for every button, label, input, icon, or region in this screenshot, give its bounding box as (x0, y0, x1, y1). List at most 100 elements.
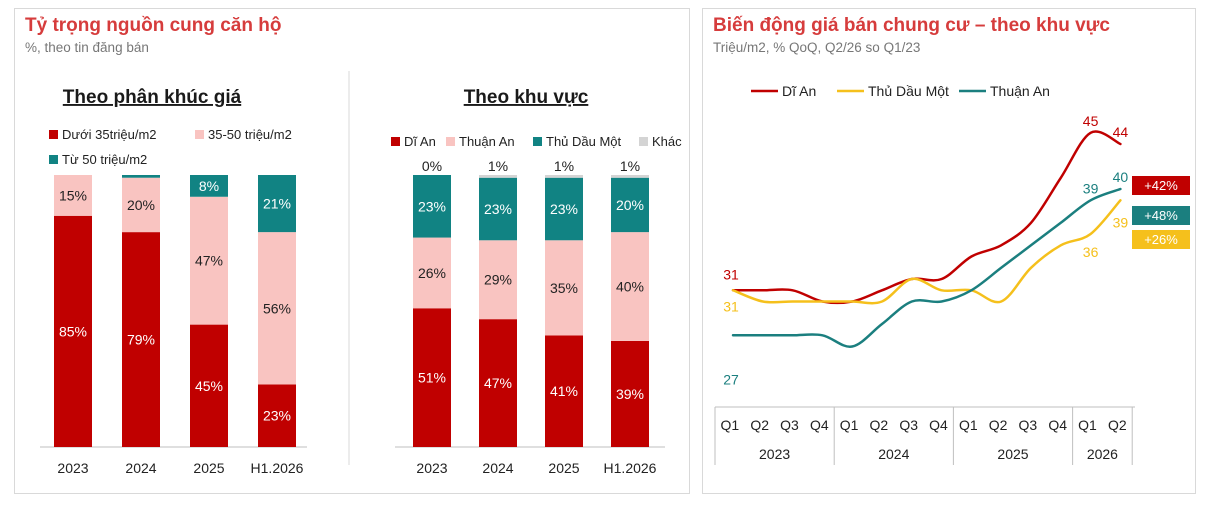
bar-segment (258, 175, 296, 233)
end-value-label: 44 (1113, 124, 1129, 140)
legend-swatch (533, 137, 542, 146)
bar-segment (413, 175, 451, 238)
quarter-tick-label: Q4 (1048, 417, 1067, 433)
bar-data-label: 23% (484, 201, 512, 217)
bar-data-label: 23% (263, 408, 291, 424)
end-value-label: 39 (1083, 180, 1099, 196)
quarter-tick-label: Q4 (810, 417, 829, 433)
quarter-tick-label: Q2 (750, 417, 769, 433)
bar-data-label: 0% (422, 158, 442, 174)
bar-data-label: 40% (616, 279, 644, 295)
change-badge-label: +26% (1144, 232, 1178, 247)
end-value-label: 36 (1083, 244, 1099, 260)
bar-segment (190, 324, 228, 447)
quarter-tick-label: Q1 (959, 417, 978, 433)
bar-data-label: 47% (195, 253, 223, 269)
bar-segment (54, 215, 92, 447)
change-badge-label: +48% (1144, 208, 1178, 223)
x-tick-label: H1.2026 (251, 460, 304, 476)
legend-swatch (195, 130, 204, 139)
year-tick-label: 2023 (759, 446, 790, 462)
bar-segment (413, 308, 451, 447)
quarter-tick-label: Q2 (1108, 417, 1127, 433)
supply-share-title: Tỷ trọng nguồn cung căn hộ (25, 15, 282, 36)
bar-data-label: 26% (418, 265, 446, 281)
bar-data-label: 1% (488, 158, 508, 174)
quarter-tick-label: Q3 (1019, 417, 1038, 433)
bar-data-label: 8% (199, 178, 219, 194)
price-trend-chart: Dĩ An Thủ Dầu Một Thuận An 31 31 27 45 44 36 39 39… (714, 83, 1190, 465)
start-value-label: 31 (723, 266, 739, 282)
bar-data-label: 20% (127, 197, 155, 213)
bar-data-label: 29% (484, 272, 512, 288)
bar-data-label: 39% (616, 386, 644, 402)
legend-label: Dĩ An (782, 83, 816, 99)
price-trend-panel: Biến động giá bán chung cư – theo khu vự… (702, 8, 1196, 494)
supply-share-panel: Tỷ trọng nguồn cung căn hộ %, theo tin đ… (14, 8, 690, 494)
quarter-tick-label: Q1 (840, 417, 859, 433)
quarter-tick-label: Q4 (929, 417, 948, 433)
end-value-label: 45 (1083, 113, 1099, 129)
bar-segment (545, 240, 583, 336)
supply-share-subtitle: %, theo tin đăng bán (25, 40, 149, 55)
legend-label: Khác (652, 134, 682, 149)
bar-data-label: 79% (127, 332, 155, 348)
legend-label: Thuận An (459, 134, 515, 149)
quarter-tick-label: Q1 (1078, 417, 1097, 433)
change-badge (1132, 230, 1190, 249)
bar-segment (54, 175, 92, 216)
bar-data-label: 51% (418, 370, 446, 386)
bar-segment (413, 237, 451, 309)
quarter-tick-label: Q3 (780, 417, 799, 433)
legend-swatch (49, 155, 58, 164)
legend-swatch (639, 137, 648, 146)
bar-segment (545, 175, 583, 178)
stacked-chart-title: Theo phân khúc giá (63, 87, 242, 108)
legend-label: Dĩ An (404, 134, 436, 149)
legend-label: Thủ Dầu Một (546, 134, 622, 149)
bar-segment (122, 177, 160, 233)
bar-data-label: 20% (616, 197, 644, 213)
bar-data-label: 21% (263, 196, 291, 212)
bar-segment (479, 240, 517, 320)
end-value-label: 40 (1113, 169, 1129, 185)
bar-segment (611, 175, 649, 178)
x-tick-label: 2025 (548, 460, 579, 476)
price-trend-title: Biến động giá bán chung cư – theo khu vự… (713, 15, 1110, 36)
change-badge (1132, 176, 1190, 195)
start-value-label: 27 (723, 371, 739, 387)
series-line (731, 130, 1122, 305)
quarter-tick-label: Q1 (721, 417, 740, 433)
legend-swatch (49, 130, 58, 139)
bar-data-label: 23% (550, 201, 578, 217)
bar-segment (611, 232, 649, 341)
change-badge-label: +42% (1144, 178, 1178, 193)
bar-segment (258, 232, 296, 385)
x-tick-label: 2025 (193, 460, 224, 476)
legend-label: 35-50 triệu/m2 (208, 127, 292, 142)
bar-data-label: 47% (484, 375, 512, 391)
bar-segment (545, 335, 583, 447)
legend-swatch (391, 137, 400, 146)
bar-data-label: 15% (59, 187, 87, 203)
change-badge (1132, 206, 1190, 225)
legend-label: Dưới 35triệu/m2 (62, 127, 157, 142)
stacked-chart-title: Theo khu vực (464, 87, 589, 108)
x-tick-label: 2024 (482, 460, 513, 476)
bar-data-label: 56% (263, 300, 291, 316)
year-tick-label: 2025 (997, 446, 1028, 462)
bar-segment (122, 175, 160, 178)
bar-data-label: 45% (195, 378, 223, 394)
price-trend-subtitle: Triệu/m2, % QoQ, Q2/26 so Q1/23 (713, 40, 921, 55)
bar-data-label: 1% (620, 158, 640, 174)
bar-segment (258, 384, 296, 447)
legend-label: Thủ Dầu Một (868, 83, 949, 99)
quarter-tick-label: Q2 (870, 417, 889, 433)
series-line (731, 199, 1122, 305)
series-line (731, 187, 1122, 348)
bar-segment (611, 340, 649, 447)
x-tick-label: 2023 (57, 460, 88, 476)
year-tick-label: 2024 (878, 446, 909, 462)
legend-swatch (446, 137, 455, 146)
legend-label: Từ 50 triệu/m2 (62, 152, 147, 167)
